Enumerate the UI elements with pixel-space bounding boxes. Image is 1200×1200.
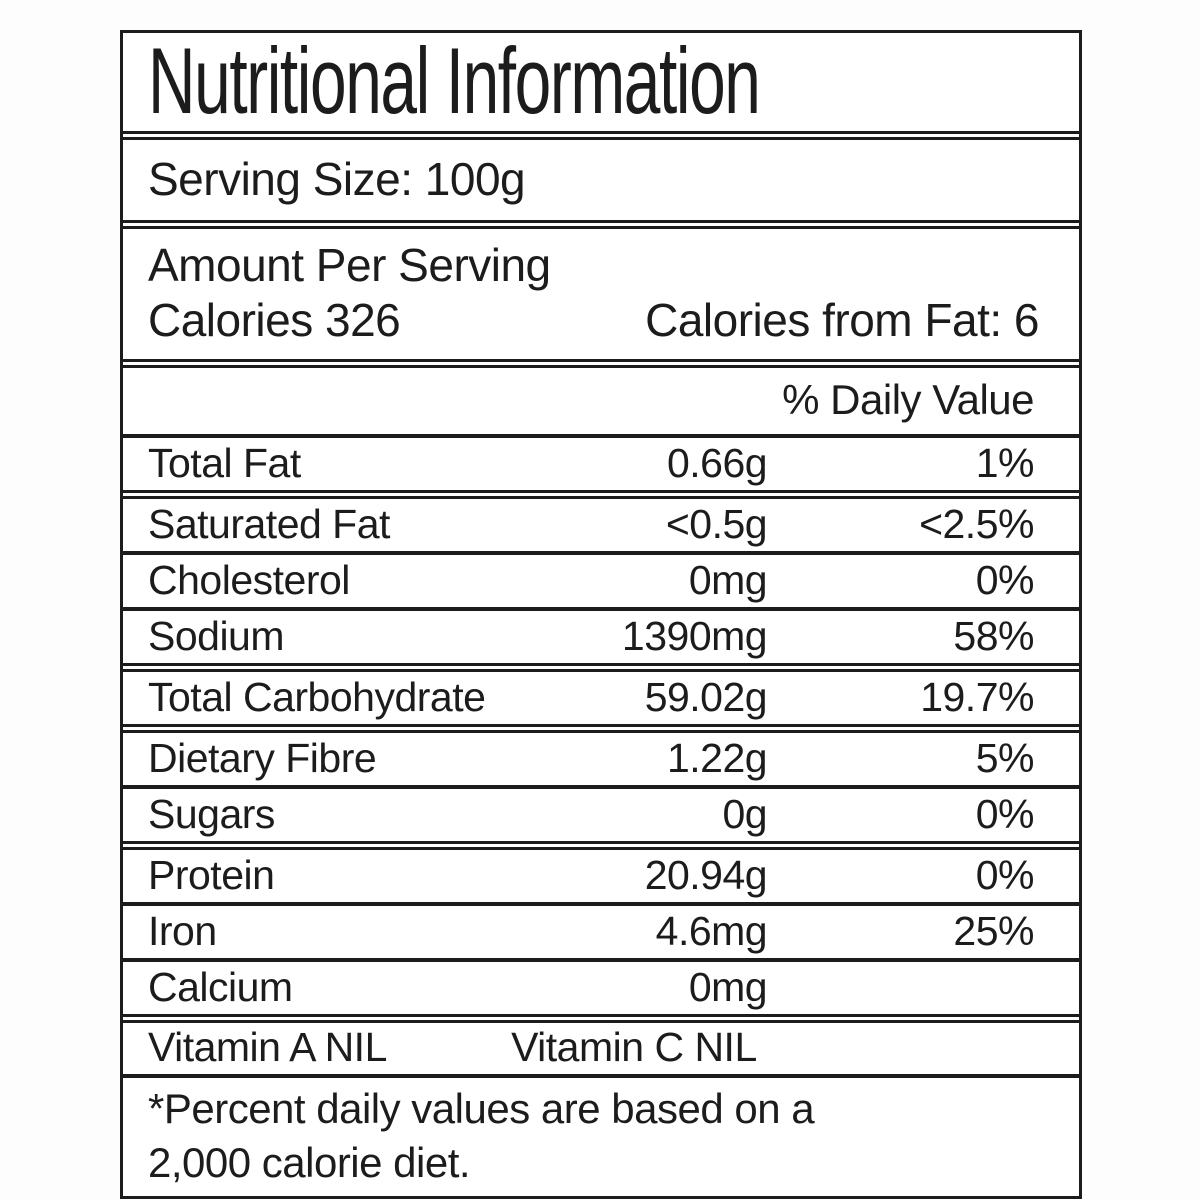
- nutrient-daily-value: 19.7%: [920, 674, 1034, 721]
- nutrient-row-total-carbohydrate: Total Carbohydrate 59.02g 19.7%: [123, 663, 1079, 724]
- nutrient-name: Total Carbohydrate: [148, 674, 486, 721]
- calories-section: Amount Per Serving Calories 326 Calories…: [123, 220, 1079, 359]
- nutrient-daily-value: <2.5%: [919, 501, 1034, 548]
- nutrient-daily-value: 0%: [975, 557, 1035, 604]
- nutrient-name: Calcium: [148, 964, 293, 1011]
- nutrient-name: Sugars: [148, 791, 275, 838]
- nutrient-daily-value: 58%: [953, 613, 1034, 660]
- nutrient-row-sugars: Sugars 0g 0%: [123, 785, 1079, 841]
- serving-size-text: Serving Size: 100g: [148, 153, 526, 206]
- nutrient-daily-value: 1%: [975, 440, 1035, 487]
- title-section: Nutritional Information: [123, 33, 1079, 131]
- nutrient-amount: 0.66g: [666, 440, 768, 487]
- nutrient-name: Dietary Fibre: [148, 735, 377, 782]
- nutrient-name: Sodium: [148, 613, 285, 660]
- nutrient-row-dietary-fibre: Dietary Fibre 1.22g 5%: [123, 724, 1079, 785]
- nutrient-name: Cholesterol: [148, 557, 350, 604]
- nutrient-row-sodium: Sodium 1390mg 58%: [123, 607, 1079, 663]
- nutrient-row-calcium: Calcium 0mg: [123, 958, 1079, 1014]
- vitamin-c-text: Vitamin C NIL: [511, 1024, 757, 1071]
- nutrient-name: Iron: [148, 908, 217, 955]
- nutrient-row-saturated-fat: Saturated Fat <0.5g <2.5%: [123, 490, 1079, 551]
- nutrient-row-protein: Protein 20.94g 0%: [123, 841, 1079, 902]
- nutrient-daily-value: 25%: [953, 908, 1034, 955]
- daily-value-header: % Daily Value: [123, 359, 1079, 434]
- vitamin-a-text: Vitamin A NIL: [148, 1024, 387, 1071]
- nutrient-daily-value: 5%: [975, 735, 1035, 782]
- daily-value-header-text: % Daily Value: [782, 376, 1034, 424]
- footnote-line-2: 2,000 calorie diet.: [148, 1139, 471, 1187]
- calories-line: Calories 326 Calories from Fat: 6: [148, 293, 1079, 348]
- vitamins-row: Vitamin A NIL Vitamin C NIL: [123, 1014, 1079, 1074]
- nutrition-label: Nutritional Information Serving Size: 10…: [120, 30, 1082, 1199]
- serving-size-section: Serving Size: 100g: [123, 131, 1079, 220]
- nutrient-amount: 1.22g: [666, 735, 768, 782]
- nutrient-amount: 4.6mg: [655, 908, 768, 955]
- nutrient-name: Total Fat: [148, 440, 301, 487]
- nutrient-amount: <0.5g: [665, 501, 768, 548]
- nutrient-amount: 0mg: [688, 557, 768, 604]
- footnote-line-1: *Percent daily values are based on a: [148, 1085, 815, 1133]
- label-title: Nutritional Information: [148, 28, 761, 133]
- footnote-section: *Percent daily values are based on a 2,0…: [123, 1074, 1079, 1196]
- nutrient-daily-value: 0%: [975, 852, 1035, 899]
- nutrient-daily-value: [767, 967, 1079, 1008]
- nutrient-amount: 0g: [722, 791, 768, 838]
- nutrient-row-iron: Iron 4.6mg 25%: [123, 902, 1079, 958]
- calories-from-fat-text: Calories from Fat: 6: [645, 294, 1039, 347]
- nutrient-amount: 59.02g: [644, 674, 768, 721]
- nutrient-name: Protein: [148, 852, 275, 899]
- nutrient-amount: 1390mg: [621, 613, 768, 660]
- nutrient-row-total-fat: Total Fat 0.66g 1%: [123, 434, 1079, 490]
- calories-value-text: Calories 326: [148, 294, 401, 347]
- nutrient-daily-value: 0%: [975, 791, 1035, 838]
- nutrient-amount: 20.94g: [644, 852, 768, 899]
- nutrient-name: Saturated Fat: [148, 501, 390, 548]
- nutrient-amount: 0mg: [688, 964, 768, 1011]
- nutrient-row-cholesterol: Cholesterol 0mg 0%: [123, 551, 1079, 607]
- amount-per-serving-text: Amount Per Serving: [148, 239, 551, 292]
